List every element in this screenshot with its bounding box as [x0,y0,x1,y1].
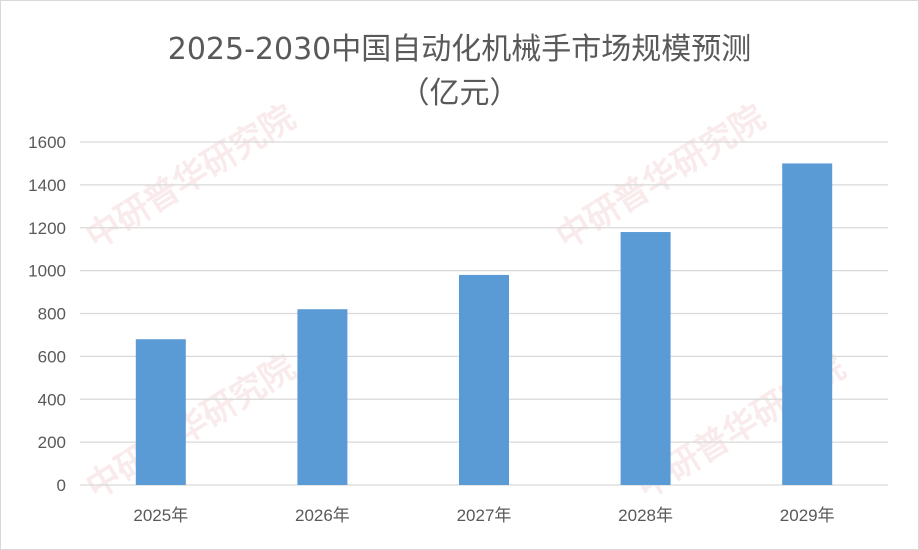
bar-2025年 [135,339,186,485]
y-tick-label: 1000 [28,262,66,281]
y-tick-label: 800 [38,305,66,324]
x-tick-label: 2029年 [780,506,835,525]
bar-2028年 [620,232,671,485]
bar-2027年 [459,274,509,485]
x-tick-label: 2028年 [618,506,673,525]
chart-subtitle: （亿元） [399,76,520,111]
x-tick-label: 2026年 [295,506,350,525]
y-tick-label: 1400 [28,176,66,195]
y-tick-label: 200 [38,433,66,452]
bar-2026年 [297,309,348,485]
y-tick-label: 400 [38,390,66,409]
y-tick-label: 0 [57,476,66,495]
x-tick-label: 2027年 [457,506,512,525]
y-tick-label: 600 [38,347,66,366]
y-tick-label: 1600 [28,133,66,152]
chart-title: 2025-2030中国自动化机械手市场规模预测 [167,32,752,67]
bar-2029年 [782,163,833,485]
x-tick-label: 2025年 [133,506,188,525]
y-tick-label: 1200 [28,219,66,238]
